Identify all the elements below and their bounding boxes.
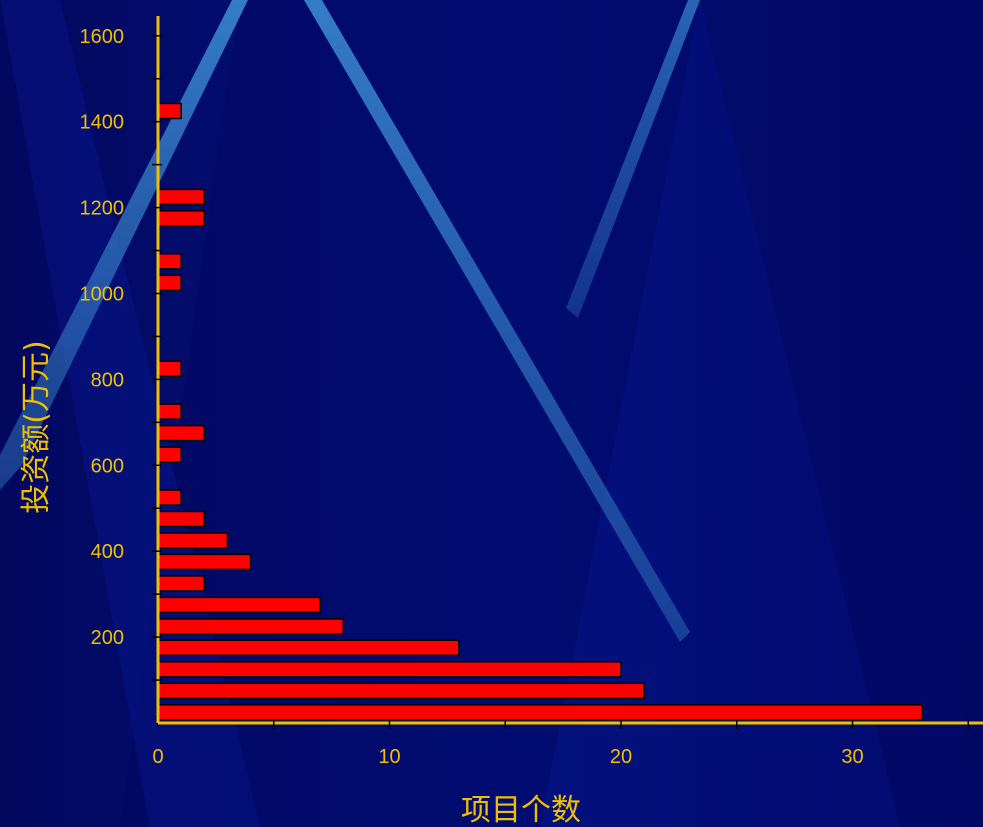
bar-18 — [157, 188, 206, 206]
y-tick-label: 400 — [91, 541, 124, 563]
bar-13 — [157, 403, 182, 420]
bar-6 — [157, 575, 206, 592]
bar-19 — [157, 102, 182, 120]
y-axis-title: 投资额(万元) — [19, 340, 54, 513]
y-tick-label: 1600 — [80, 26, 125, 48]
x-tick-label: 10 — [378, 746, 400, 768]
x-tick-label: 30 — [841, 746, 863, 768]
x-tick-label: 20 — [610, 746, 632, 768]
bar-16 — [157, 253, 182, 270]
bar-17 — [157, 210, 206, 227]
x-axis-title: 项目个数 — [461, 793, 581, 827]
y-tick-label: 800 — [91, 369, 124, 391]
bar-14 — [157, 360, 182, 377]
x-tick-label: 0 — [152, 746, 163, 768]
bar-7 — [157, 553, 252, 571]
y-tick-label: 1200 — [80, 198, 125, 220]
bar-10 — [157, 489, 182, 506]
y-tick-labels: 200 400 600 800 1000 1200 1400 1600 — [80, 26, 125, 649]
bar-5 — [157, 596, 321, 614]
y-tick-label: 1400 — [80, 112, 125, 134]
bar-3 — [157, 639, 460, 657]
bar-1 — [157, 682, 645, 700]
bar-8 — [157, 532, 229, 549]
bar-12 — [157, 424, 206, 442]
bar-4 — [157, 618, 344, 635]
bar-0 — [157, 704, 923, 721]
x-tick-labels: 0 10 20 30 — [152, 746, 863, 768]
bar-9 — [157, 510, 206, 528]
y-tick-label: 200 — [91, 627, 124, 649]
bar-11 — [157, 446, 182, 463]
bar-2 — [157, 661, 622, 678]
bars-group — [157, 102, 923, 721]
axes-group — [152, 16, 983, 729]
bar-15 — [157, 274, 182, 292]
y-tick-label: 600 — [91, 455, 124, 477]
y-tick-label: 1000 — [80, 284, 125, 306]
